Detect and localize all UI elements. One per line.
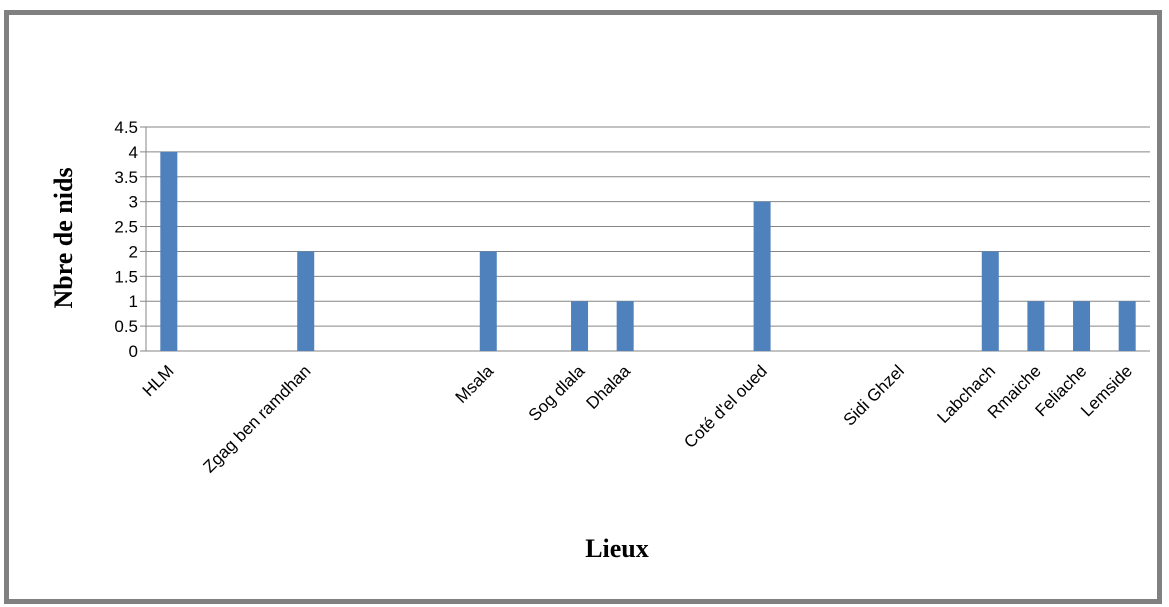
x-tick-label: Msala: [452, 361, 498, 407]
y-tick-label: 0: [129, 342, 138, 361]
y-tick-label: 2.5: [114, 218, 138, 237]
y-axis-title: Nbre de nids: [49, 167, 78, 308]
bars: [160, 151, 1136, 351]
y-tick-label: 3.5: [114, 168, 138, 187]
x-tick-label: Coté d'el oued: [680, 361, 771, 452]
x-tick-label: Zgag ben ramdhan: [200, 361, 315, 476]
x-tick-label: Lemside: [1077, 361, 1136, 420]
y-tick-labels: 0 0.5 1 1.5 2 2.5 3 3.5 4 4.5: [114, 118, 138, 361]
bar: [1027, 301, 1045, 351]
bar: [1118, 301, 1136, 351]
y-tick-label: 4.5: [114, 118, 138, 137]
x-tick-label: Labchach: [934, 361, 1000, 427]
x-tick-label: Sog dlala: [525, 361, 589, 425]
bar: [479, 251, 497, 351]
bar: [160, 151, 178, 351]
x-tick-label: HLM: [139, 361, 178, 400]
bar: [616, 301, 634, 351]
x-axis-title: Lieux: [585, 534, 649, 563]
bar: [1073, 301, 1091, 351]
bar: [981, 251, 999, 351]
y-tick-label: 0.5: [114, 317, 138, 336]
y-tick-label: 3: [129, 193, 138, 212]
y-tick-label: 1: [129, 292, 138, 311]
bar: [571, 301, 589, 351]
x-tick-label: Dhalaa: [582, 361, 634, 413]
bar: [297, 251, 315, 351]
y-tick-label: 4: [129, 143, 138, 162]
bar: [753, 201, 771, 351]
y-tick-label: 1.5: [114, 267, 138, 286]
y-tick-label: 2: [129, 242, 138, 261]
x-tick-label: Sidi Ghzel: [840, 361, 908, 429]
